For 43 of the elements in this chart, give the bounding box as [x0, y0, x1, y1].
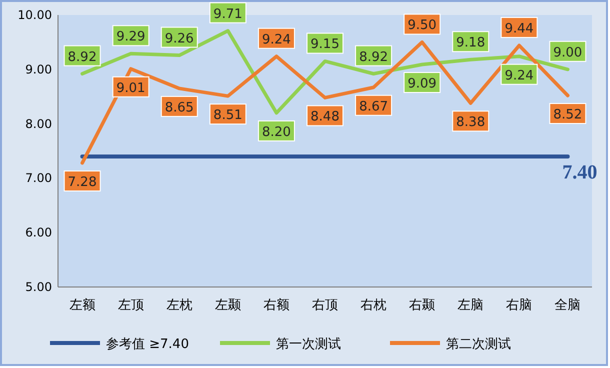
x-tick-label: 右枕 [360, 298, 387, 313]
x-tick-label: 左额 [69, 298, 96, 313]
data-label: 9.09 [408, 76, 437, 92]
data-label: 9.71 [213, 6, 242, 22]
y-tick-label: 10.00 [18, 8, 52, 22]
x-tick-label: 左顶 [118, 298, 144, 313]
legend-label: 参考值 ≥7.40 [106, 337, 189, 352]
legend-label: 第二次测试 [446, 337, 511, 352]
data-label: 9.26 [164, 31, 194, 46]
x-tick-label: 右额 [263, 298, 290, 313]
data-label: 9.29 [116, 30, 146, 45]
data-label: 8.92 [359, 50, 388, 65]
data-label: 8.20 [262, 124, 291, 140]
data-label: 9.15 [310, 37, 340, 52]
y-tick-label: 6.00 [25, 226, 52, 240]
x-tick-label: 左枕 [166, 298, 192, 313]
data-label: 8.92 [68, 50, 97, 65]
x-tick-label: 右颞 [409, 298, 436, 313]
y-tick-label: 9.00 [25, 62, 52, 76]
data-label: 9.50 [408, 18, 437, 34]
x-tick-label: 左脑 [458, 298, 484, 313]
data-label: 8.65 [164, 100, 194, 116]
data-label: 8.51 [213, 108, 242, 124]
data-label: 8.38 [456, 115, 486, 130]
y-tick-label: 5.00 [25, 280, 52, 294]
data-label: 7.28 [68, 174, 97, 190]
data-label: 8.52 [553, 108, 582, 123]
y-tick-label: 7.00 [25, 171, 52, 186]
x-tick-label: 右脑 [506, 298, 532, 313]
y-tick-label: 8.00 [25, 116, 52, 131]
data-label: 9.24 [262, 32, 291, 48]
x-tick-label: 左颞 [214, 298, 241, 313]
data-label: 7.40 [562, 161, 598, 184]
x-tick-label: 全脑 [554, 298, 581, 313]
data-label: 8.48 [310, 110, 340, 125]
data-label: 9.01 [116, 80, 146, 96]
data-label: 9.24 [504, 68, 534, 84]
data-label: 9.00 [553, 45, 582, 60]
data-label: 9.18 [456, 36, 486, 51]
data-label: 9.44 [504, 21, 534, 36]
x-tick-label: 右顶 [312, 298, 338, 313]
data-label: 8.67 [359, 99, 388, 114]
legend-label: 第一次测试 [276, 337, 341, 352]
